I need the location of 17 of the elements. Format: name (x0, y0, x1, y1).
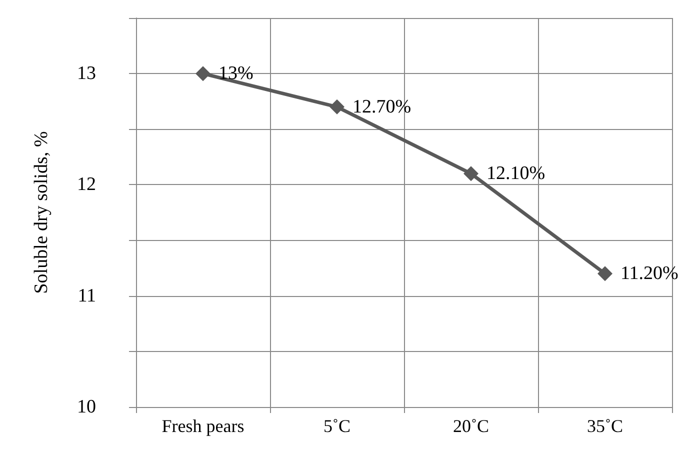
y-axis-title: Soluble dry solids, % (31, 131, 52, 294)
x-tick-label: 5˚C (324, 416, 350, 436)
data-label: 12.10% (486, 163, 546, 184)
y-tick-label: 12 (77, 174, 96, 196)
data-label: 12.70% (352, 96, 412, 118)
x-tick-label: 20˚C (453, 416, 489, 436)
point (330, 99, 344, 114)
point (598, 266, 612, 282)
y-tick-label: 13 (77, 63, 96, 84)
y-tick-label: 10 (77, 396, 96, 418)
x-tick-label: Fresh pears (162, 416, 244, 436)
data-label: 13% (218, 63, 254, 84)
x-tick-label: 35˚C (587, 416, 623, 436)
y-tick-label: 11 (78, 285, 96, 306)
point (196, 66, 210, 82)
data-label: 11.20% (620, 263, 679, 284)
point (464, 166, 478, 182)
